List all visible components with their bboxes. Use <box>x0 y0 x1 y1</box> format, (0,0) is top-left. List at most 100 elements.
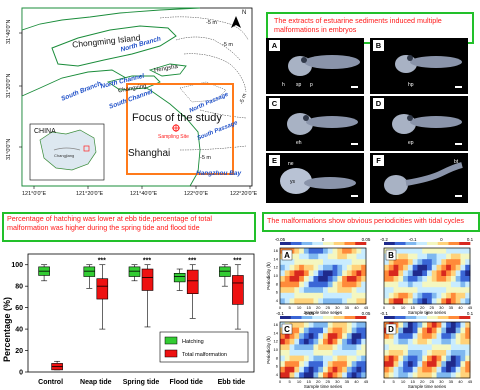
colorbar-segment <box>323 316 335 319</box>
wavelet-cell <box>356 327 362 334</box>
wavelet-panel-label: D <box>388 325 394 334</box>
wavelet-cell <box>299 350 305 356</box>
wavelet-y-label: Periodicity (h) <box>266 336 271 364</box>
wavelet-cell <box>427 344 433 351</box>
wavelet-cell <box>337 248 343 254</box>
wavelet-cell <box>388 281 394 288</box>
wavelet-cell <box>318 264 324 271</box>
wavelet-cell <box>407 248 414 254</box>
box <box>173 273 186 283</box>
wavelet-cell <box>337 372 343 379</box>
wavelet-cell <box>393 372 399 379</box>
wavelet-cell <box>398 350 404 356</box>
wavelet-cell <box>361 350 367 356</box>
wavelet-cell <box>284 333 290 340</box>
wavelet-cell <box>465 287 471 294</box>
wavelet-x-tick: 5 <box>288 305 291 310</box>
wavelet-cell <box>351 366 357 373</box>
wavelet-x-tick: 10 <box>297 379 302 384</box>
wavelet-cell <box>398 281 404 288</box>
wavelet-cell <box>388 298 394 305</box>
wavelet-cell <box>436 248 442 254</box>
wavelet-cell <box>313 372 319 379</box>
wavelet-cell <box>436 298 442 305</box>
wavelet-cell <box>318 350 324 356</box>
wavelet-cell <box>436 350 442 356</box>
wavelet-cell <box>403 333 409 340</box>
significance-label: *** <box>98 258 106 265</box>
wavelet-cell <box>356 344 362 351</box>
wavelet-cell <box>455 327 461 334</box>
wavelet-cell <box>407 322 414 328</box>
wavelet-cell <box>299 322 305 328</box>
wavelet-cell <box>431 333 437 340</box>
wavelet-cell <box>388 366 394 373</box>
scale-bar <box>455 143 462 145</box>
wavelet-panel-label: B <box>388 251 394 260</box>
wavelet-x-tick: 25 <box>430 305 435 310</box>
wavelet-cell <box>393 355 399 362</box>
embryo-image-f: F bt <box>370 153 468 203</box>
wavelet-cell <box>351 338 357 345</box>
wavelet-cell <box>427 270 433 277</box>
wavelet-cell <box>436 264 442 271</box>
wavelet-cell <box>361 259 367 266</box>
wavelet-cell <box>299 327 305 334</box>
colorbar-segment <box>448 316 460 319</box>
wavelet-x-tick: 45 <box>364 379 369 384</box>
wavelet-cell <box>284 298 290 305</box>
wavelet-cell <box>427 350 433 356</box>
wavelet-cell <box>465 338 471 345</box>
wavelet-cell <box>446 350 452 356</box>
wavelet-cell <box>455 355 461 362</box>
wavelet-x-tick: 15 <box>410 379 415 384</box>
wavelet-cell <box>337 264 343 271</box>
embryo-image-e: E ne ys <box>266 153 364 203</box>
wavelet-cell <box>308 372 314 379</box>
wavelet-x-tick: 15 <box>306 379 311 384</box>
wavelet-cell <box>388 338 394 345</box>
colorbar-segment <box>384 316 396 319</box>
wavelet-cell <box>460 350 466 356</box>
embryo-label: B <box>373 40 384 51</box>
wavelet-cell <box>299 298 305 305</box>
wavelet-cell <box>465 327 471 334</box>
wavelet-cell <box>460 264 466 271</box>
wavelet-cell <box>332 366 338 373</box>
wavelet-cell <box>332 344 338 351</box>
wavelet-cell <box>361 322 367 328</box>
wavelet-cell <box>417 355 423 362</box>
wavelet-cell <box>342 287 348 294</box>
wavelet-cell <box>284 366 290 373</box>
significance-label: *** <box>143 258 151 265</box>
wavelet-cell <box>455 264 461 271</box>
wavelet-cell <box>441 276 447 282</box>
wavelet-cell <box>455 253 461 260</box>
wavelet-cell <box>284 292 290 299</box>
wavelet-cell <box>346 281 353 288</box>
wavelet-cell <box>427 355 433 362</box>
wavelet-cell <box>351 355 357 362</box>
wavelet-cell <box>313 259 319 266</box>
wavelet-panel-label-box <box>281 323 293 335</box>
wavelet-cell <box>388 259 394 266</box>
wavelet-cell <box>460 259 466 266</box>
wavelet-cell <box>308 264 314 271</box>
wavelet-cell <box>351 298 357 305</box>
wavelet-cell <box>388 361 394 368</box>
wavelet-cell <box>450 287 457 294</box>
wavelet-cell <box>280 292 286 299</box>
wavelet-cell <box>323 253 329 260</box>
box <box>96 278 109 300</box>
wavelet-cell <box>417 287 423 294</box>
wavelet-cell <box>299 248 305 254</box>
wavelet-cell <box>436 372 442 379</box>
wavelet-cell <box>446 287 452 294</box>
wavelet-cell <box>361 344 367 351</box>
wavelet-cell <box>450 322 457 328</box>
wavelet-x-tick: 20 <box>420 305 425 310</box>
wavelet-cell <box>332 287 338 294</box>
wavelet-cell <box>446 281 452 288</box>
wavelet-cell <box>332 276 338 282</box>
wavelet-x-tick: 45 <box>364 305 369 310</box>
